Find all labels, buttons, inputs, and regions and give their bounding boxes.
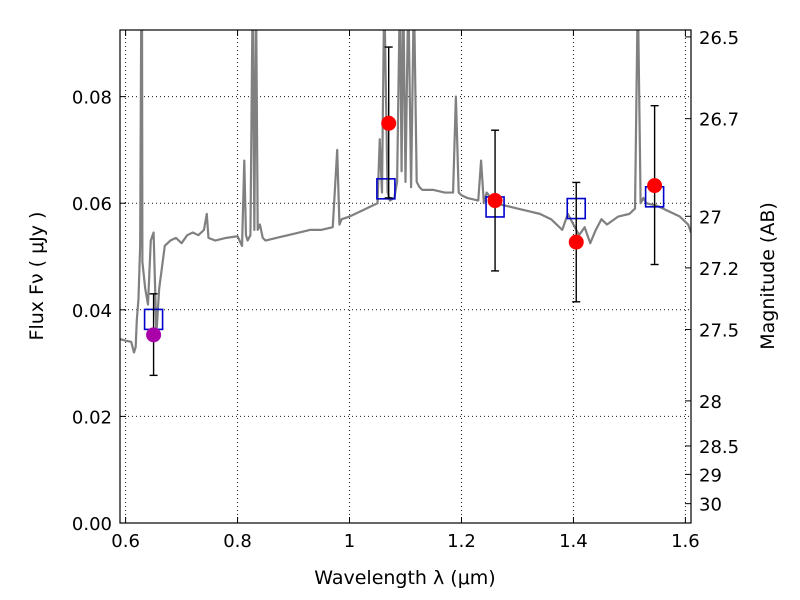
mag-tick-label: 28.5 xyxy=(699,437,739,458)
x-axis-label: Wavelength λ (μm) xyxy=(314,567,495,589)
mag-tick-label: 27.5 xyxy=(699,320,739,341)
tick-layer: 0.6 0.8 1 1.2 1.4 1.6 0.00 0.02 0.04 0.06 0.08 26.5… xyxy=(72,28,739,552)
mag-tick-label: 30 xyxy=(699,495,722,516)
mag-tick-label: 27 xyxy=(699,207,722,228)
observed-flux-point xyxy=(487,193,503,209)
y-tick-label: 0.02 xyxy=(72,407,112,428)
data-layer xyxy=(120,30,691,377)
mag-tick-label: 26.5 xyxy=(699,28,739,49)
plot-frame xyxy=(119,29,692,524)
observed-flux-point xyxy=(146,327,162,343)
mag-tick-label: 29 xyxy=(699,465,722,486)
y-tick-label: 0.04 xyxy=(72,301,112,322)
x-tick-label: 1 xyxy=(344,531,355,552)
x-tick-label: 1.6 xyxy=(671,531,700,552)
x-tick-label: 1.4 xyxy=(559,531,588,552)
x-tick-label: 0.8 xyxy=(223,531,252,552)
x-tick-label: 0.6 xyxy=(111,531,140,552)
synthetic-flux-marker xyxy=(376,178,396,200)
mag-tick-label: 27.2 xyxy=(699,259,739,280)
x-tick-label: 1.2 xyxy=(447,531,476,552)
y-tick-label: 0.00 xyxy=(72,514,112,535)
observed-flux-point xyxy=(381,115,397,131)
y2-axis-label: Magnitude (AB) xyxy=(757,202,779,350)
label-layer: Wavelength λ (μm) Flux Fν ( μJy ) Magnit… xyxy=(26,202,779,589)
observed-flux-point xyxy=(647,178,663,194)
y-axis-label: Flux Fν ( μJy ) xyxy=(26,212,48,341)
mag-tick-label: 28 xyxy=(699,392,722,413)
y-tick-label: 0.08 xyxy=(72,88,112,109)
observed-flux-point xyxy=(568,234,584,250)
y-tick-label: 0.06 xyxy=(72,194,112,215)
mag-tick-label: 26.7 xyxy=(699,110,739,131)
model-spectrum-line xyxy=(120,30,691,354)
